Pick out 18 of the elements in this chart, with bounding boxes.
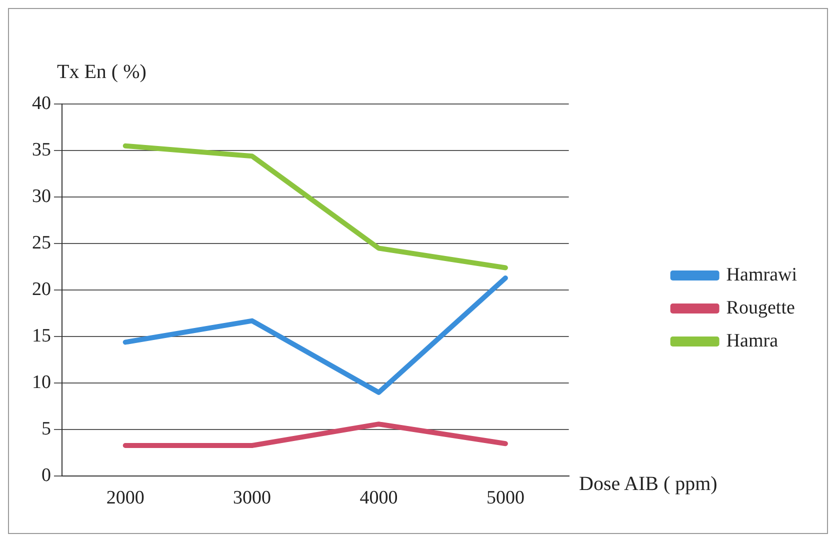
y-tick-label: 0: [42, 465, 51, 486]
y-tick-label: 40: [32, 92, 51, 114]
x-tick-label: 2000: [106, 488, 144, 509]
y-tick-label: 5: [42, 418, 51, 440]
x-axis-title: Dose AIB ( ppm): [579, 473, 718, 496]
y-axis-title: Tx En ( %): [57, 61, 146, 84]
y-tick-label: 30: [32, 186, 51, 208]
legend-label: Hamrawi: [726, 264, 798, 286]
x-tick-label: 5000: [486, 488, 524, 509]
legend-label: Hamra: [726, 330, 779, 352]
y-tick-label: 15: [32, 326, 51, 347]
x-tick-label: 3000: [233, 488, 272, 509]
y-tick-label: 35: [32, 140, 51, 161]
y-tick-label: 20: [32, 279, 51, 300]
y-tick-label: 25: [32, 232, 51, 254]
y-tick-label: 10: [32, 372, 51, 394]
x-tick-label: 4000: [360, 488, 398, 509]
legend-label: Rougette: [726, 297, 795, 318]
